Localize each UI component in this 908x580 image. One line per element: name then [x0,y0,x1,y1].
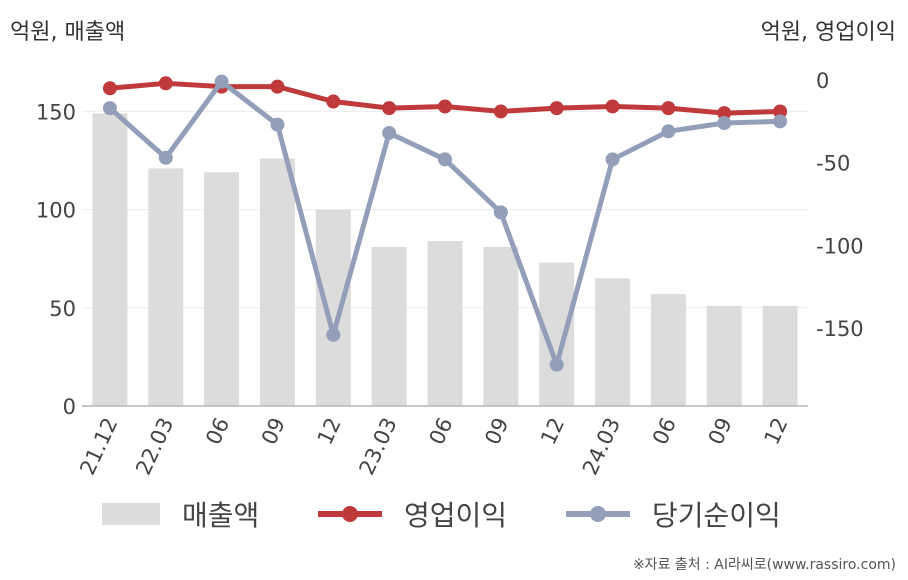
x-tick-label: 23.03 [355,414,402,479]
bar [706,305,742,406]
data-point [102,81,117,96]
x-tick-label: 06 [424,414,457,448]
right-axis-title: 억원, 영업이익 [760,20,896,45]
x-tick-label: 12 [760,414,793,448]
bar [259,158,295,406]
data-point [773,114,788,129]
data-point [717,116,732,131]
bar-series-revenue [92,113,798,406]
data-point [326,327,341,342]
right-tick-label: -150 [816,317,864,341]
data-point [605,152,620,167]
data-point [270,79,285,94]
x-tick-label: 12 [313,414,346,448]
data-point [326,94,341,109]
x-axis-ticks: 21.12 22.03 06 09 12 23.03 06 09 12 24.03 06 09 12 [75,414,792,479]
data-point [270,117,285,132]
bar [427,241,463,406]
data-point [382,125,397,140]
data-point [549,101,564,116]
x-tick-label: 22.03 [131,414,178,479]
x-tick-label: 09 [257,414,290,448]
data-point [661,124,676,139]
legend-swatch-revenue [102,503,160,525]
line-series-operating-profit [102,76,788,121]
data-point [158,76,173,91]
legend-label-operating-profit: 영업이익 [404,499,508,532]
legend: 매출액 영업이익 당기순이익 [0,494,908,534]
right-axis-ticks: 0 -50 -100 -150 [816,69,864,341]
x-tick-label: 24.03 [578,414,625,479]
right-tick-label: -100 [816,234,864,258]
x-tick-label: 06 [648,414,681,448]
bar [371,246,407,406]
bar [315,209,351,406]
right-tick-label: 0 [816,69,829,93]
left-tick-label: 150 [36,100,76,124]
legend-item-operating-profit: 영업이익 [318,494,507,534]
bar [148,168,184,406]
data-point [661,101,676,116]
data-point [773,104,788,119]
bar [204,172,240,406]
data-point [493,104,508,119]
source-credit: ※자료 출처 : AI라씨로(www.rassiro.com) [632,557,896,573]
x-tick-label: 09 [704,414,737,448]
legend-label-revenue: 매출액 [182,499,260,532]
left-axis-title: 억원, 매출액 [10,20,126,45]
left-tick-label: 50 [49,297,76,321]
legend-swatch-net-income [566,503,630,525]
right-tick-label: -50 [816,152,850,176]
bar [650,294,686,406]
bar [762,305,798,406]
legend-item-net-income: 당기순이익 [566,494,781,534]
data-point [549,357,564,372]
data-point [438,99,452,114]
data-point [158,150,173,165]
x-tick-label: 21.12 [75,414,122,479]
legend-swatch-operating-profit [318,503,382,525]
line-series-net-income [102,74,788,372]
legend-label-net-income: 당기순이익 [652,499,781,532]
data-point [717,106,732,121]
x-tick-label: 09 [480,414,513,448]
left-axis-ticks: 0 50 100 150 [36,100,76,419]
legend-item-revenue: 매출액 [102,494,259,534]
bar [92,113,128,406]
left-tick-label: 0 [63,395,76,419]
data-point [214,74,229,89]
data-point [493,205,508,220]
bar [595,278,631,406]
data-point [382,101,397,116]
data-point [102,101,117,116]
data-point [438,152,452,167]
data-point [605,99,620,114]
left-tick-label: 100 [36,199,76,223]
x-tick-label: 06 [201,414,234,448]
bar [483,246,519,406]
x-tick-label: 12 [536,414,569,448]
